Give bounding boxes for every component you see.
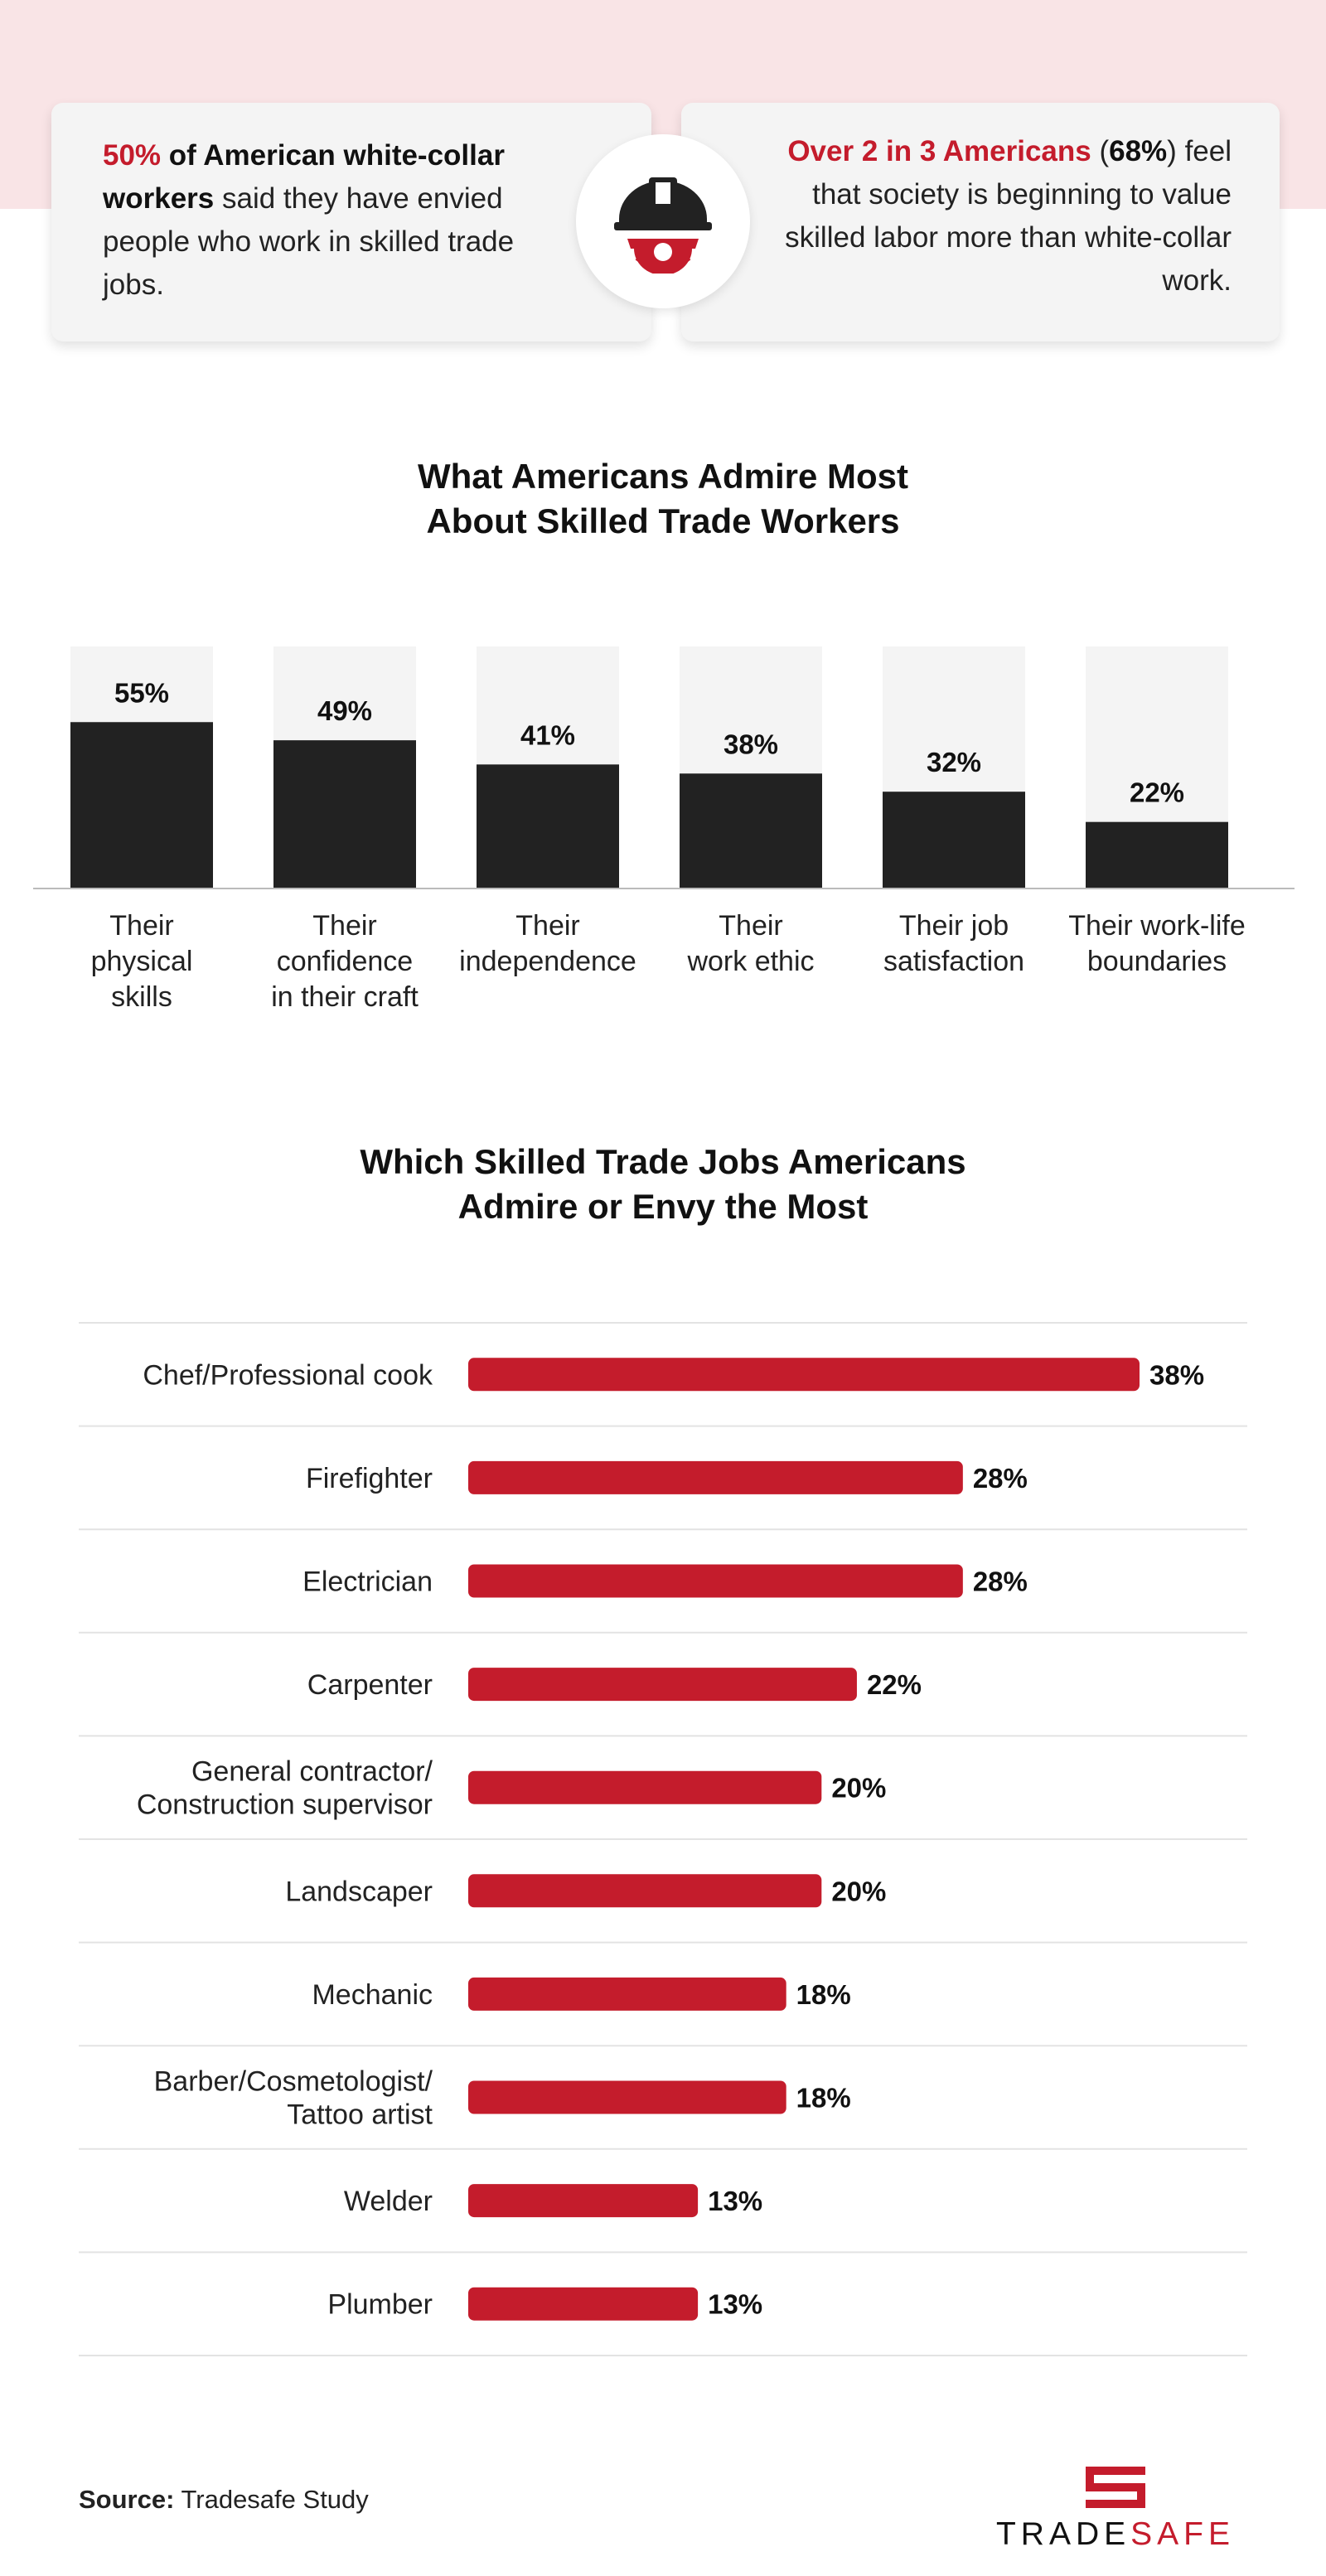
job-bar	[468, 1358, 1140, 1392]
job-value-label: 22%	[867, 1669, 922, 1700]
column-category-label: Their	[109, 910, 173, 942]
stat-right-rest: feel that society is beginning to value …	[785, 135, 1232, 297]
brand-part2: SAFE	[1130, 2516, 1236, 2552]
job-value-label: 20%	[831, 1773, 886, 1804]
job-bar	[468, 2184, 699, 2218]
column-bar	[680, 773, 822, 889]
stat-right-highlight: Over 2 in 3 Americans	[787, 135, 1091, 167]
brand-wordmark: TRADESAFE	[991, 2516, 1240, 2553]
chart2-title: Which Skilled Trade Jobs Americans Admir…	[0, 1140, 1326, 1229]
job-category-label: Welder	[344, 2186, 433, 2217]
tradesafe-logo: TRADESAFE	[991, 2463, 1240, 2554]
stat-right-pct: 68%	[1109, 135, 1168, 167]
job-category-label: Plumber	[327, 2289, 433, 2321]
column-category-label: Their	[312, 910, 376, 942]
column-value-label: 32%	[927, 747, 981, 777]
job-category-label: Construction supervisor	[137, 1789, 433, 1821]
column-category-label: independence	[459, 946, 636, 977]
column-category-label: Their	[719, 910, 782, 942]
job-bar	[468, 1564, 963, 1598]
column-category-label: in their craft	[271, 981, 419, 1013]
job-value-label: 13%	[708, 2186, 762, 2216]
stat-right-paren-close: )	[1167, 135, 1177, 167]
column-bar	[883, 792, 1025, 889]
stat-left-highlight: 50%	[103, 139, 162, 172]
column-bar	[477, 764, 619, 889]
tradesafe-logo-icon	[1086, 2467, 1145, 2508]
job-category-label: Landscaper	[285, 1876, 433, 1907]
job-bar	[468, 2080, 786, 2114]
chart1-title-line2: About Skilled Trade Workers	[426, 501, 900, 540]
trade-jobs-bar-chart: 38% Chef/Professional cook 28% Firefighter 2…	[79, 1322, 1247, 2356]
job-category-label: General contractor/	[191, 1756, 433, 1788]
job-value-label: 38%	[1149, 1359, 1204, 1390]
job-value-label: 20%	[831, 1876, 886, 1906]
job-bar	[468, 1977, 786, 2011]
job-bar	[468, 1668, 857, 1702]
job-bar	[468, 1874, 822, 1908]
column-category-label: work ethic	[686, 946, 814, 977]
job-category-label: Barber/Cosmetologist/	[154, 2066, 433, 2098]
hardhat-gear-icon	[614, 177, 712, 274]
column-bar	[1086, 821, 1228, 889]
column-category-label: skills	[111, 981, 172, 1013]
source-text: Tradesafe Study	[174, 2485, 369, 2514]
job-category-label: Carpenter	[307, 1669, 433, 1701]
job-category-label: Mechanic	[312, 1979, 433, 2011]
job-category-label: Electrician	[302, 1566, 433, 1598]
job-category-label: Chef/Professional cook	[143, 1359, 433, 1391]
job-value-label: 28%	[973, 1566, 1028, 1597]
job-bar	[468, 1770, 822, 1804]
chart1-title: What Americans Admire Most About Skilled…	[0, 454, 1326, 544]
column-value-label: 55%	[114, 677, 169, 708]
column-bar	[273, 740, 416, 889]
stat-card-right: Over 2 in 3 Americans (68%) feel that so…	[681, 103, 1280, 341]
chart1-title-line1: What Americans Admire Most	[418, 457, 908, 496]
column-category-label: confidence	[277, 946, 413, 977]
job-bar	[468, 1460, 963, 1494]
stat-card-left: 50% of American white-collar workers sai…	[51, 103, 651, 341]
job-category-label: Tattoo artist	[287, 2099, 433, 2131]
column-category-label: boundaries	[1087, 946, 1227, 977]
column-category-label: Their	[515, 910, 579, 942]
center-badge	[576, 134, 750, 308]
source-note: Source: Tradesafe Study	[79, 2485, 369, 2515]
admire-column-chart: 55% Their physical skills 49% Their confidence…	[33, 646, 1295, 1013]
stat-left-text: 50% of American white-collar workers sai…	[103, 134, 567, 307]
job-bar	[468, 2287, 699, 2321]
chart2-title-line2: Admire or Envy the Most	[457, 1187, 869, 1226]
job-value-label: 18%	[796, 1979, 851, 2010]
stat-right-text: Over 2 in 3 Americans (68%) feel that so…	[767, 130, 1232, 303]
column-category-label: Their job	[899, 910, 1009, 942]
chart2-title-line1: Which Skilled Trade Jobs Americans	[360, 1142, 966, 1181]
column-value-label: 49%	[317, 695, 372, 726]
job-category-label: Firefighter	[306, 1463, 433, 1494]
column-value-label: 38%	[723, 729, 778, 759]
stat-right-paren-open: (	[1091, 135, 1110, 167]
column-category-label: physical	[91, 946, 193, 977]
stat-left-bold: of American white-collar workers	[103, 139, 505, 215]
job-value-label: 18%	[796, 2083, 851, 2114]
stat-left-rest: said they have envied people who work in…	[103, 182, 515, 301]
job-value-label: 28%	[973, 1463, 1028, 1494]
source-label: Source:	[79, 2485, 175, 2514]
column-bar	[70, 722, 213, 889]
column-category-label: satisfaction	[883, 946, 1024, 977]
column-value-label: 41%	[520, 719, 575, 750]
column-value-label: 22%	[1130, 777, 1184, 808]
brand-part1: TRADE	[995, 2516, 1131, 2552]
column-category-label: Their work-life	[1068, 910, 1245, 942]
job-value-label: 13%	[708, 2289, 762, 2320]
